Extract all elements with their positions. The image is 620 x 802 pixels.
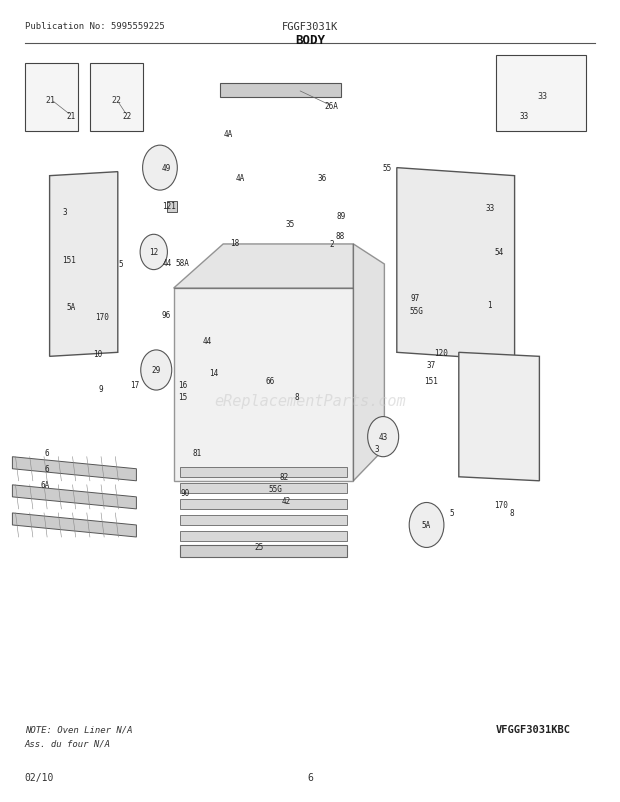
Text: 8: 8: [294, 392, 299, 402]
Text: 55: 55: [383, 164, 392, 173]
Text: 8: 8: [509, 508, 514, 518]
Polygon shape: [50, 172, 118, 357]
Text: 37: 37: [427, 360, 435, 370]
Bar: [220, 83, 341, 98]
Polygon shape: [180, 484, 347, 493]
Text: 12: 12: [149, 248, 158, 257]
Text: 170: 170: [95, 312, 109, 322]
Text: 3: 3: [374, 444, 379, 454]
Text: 6: 6: [44, 464, 49, 474]
Text: 16: 16: [179, 380, 187, 390]
Text: 2: 2: [329, 240, 334, 249]
Text: 33: 33: [485, 204, 494, 213]
Text: 82: 82: [280, 472, 288, 482]
Text: 22: 22: [123, 111, 131, 121]
Text: 97: 97: [411, 294, 420, 303]
Text: 6A: 6A: [40, 480, 49, 490]
Text: 3: 3: [63, 208, 68, 217]
Circle shape: [140, 235, 167, 270]
Text: 21: 21: [67, 111, 76, 121]
Text: 55G: 55G: [410, 306, 423, 316]
Text: 96: 96: [162, 310, 170, 320]
Text: 02/10: 02/10: [25, 772, 54, 782]
Text: 29: 29: [152, 366, 161, 375]
Polygon shape: [459, 353, 539, 481]
Text: 5A: 5A: [422, 520, 431, 530]
Polygon shape: [174, 289, 353, 481]
Text: 44: 44: [163, 258, 172, 268]
Text: FGGF3031K: FGGF3031K: [282, 22, 338, 32]
Text: 55G: 55G: [269, 484, 283, 494]
Text: 21: 21: [46, 95, 56, 105]
Text: 5: 5: [118, 260, 123, 269]
Polygon shape: [12, 513, 136, 537]
Text: 90: 90: [180, 488, 189, 498]
Polygon shape: [180, 532, 347, 541]
Text: 151: 151: [63, 256, 76, 265]
Text: 10: 10: [94, 350, 102, 359]
Polygon shape: [353, 245, 384, 481]
Polygon shape: [12, 457, 136, 481]
Text: 18: 18: [230, 238, 239, 248]
Text: 81: 81: [193, 448, 202, 458]
Text: 9: 9: [98, 384, 103, 394]
Text: 121: 121: [162, 201, 175, 211]
Text: 5A: 5A: [67, 302, 76, 312]
Text: 36: 36: [318, 173, 327, 183]
Circle shape: [368, 417, 399, 457]
Text: 15: 15: [179, 392, 187, 402]
Polygon shape: [180, 516, 347, 525]
Text: 25: 25: [255, 542, 264, 552]
Text: 22: 22: [112, 95, 122, 105]
Bar: [90, 64, 143, 132]
Polygon shape: [12, 485, 136, 509]
Text: 5: 5: [449, 508, 454, 518]
Text: 88: 88: [335, 232, 344, 241]
Text: 1: 1: [487, 300, 492, 310]
Text: 151: 151: [424, 376, 438, 386]
Text: Ass. du four N/A: Ass. du four N/A: [25, 739, 111, 747]
Text: Publication No: 5995559225: Publication No: 5995559225: [25, 22, 164, 31]
Text: NOTE: Oven Liner N/A: NOTE: Oven Liner N/A: [25, 725, 132, 734]
Text: eReplacementParts.com: eReplacementParts.com: [214, 394, 406, 408]
Text: 66: 66: [265, 376, 274, 386]
Text: 43: 43: [379, 432, 388, 442]
Text: 33: 33: [538, 91, 547, 101]
Text: 120: 120: [435, 348, 448, 358]
Text: 170: 170: [494, 500, 508, 510]
Text: 4A: 4A: [224, 130, 232, 140]
Circle shape: [409, 503, 444, 548]
Text: 6: 6: [44, 448, 49, 458]
Circle shape: [143, 146, 177, 191]
Text: 35: 35: [286, 220, 294, 229]
Text: 26A: 26A: [325, 102, 339, 111]
Polygon shape: [180, 500, 347, 509]
Polygon shape: [167, 202, 177, 213]
Text: 42: 42: [282, 496, 291, 506]
Text: 6: 6: [307, 772, 313, 782]
Polygon shape: [180, 468, 347, 477]
Polygon shape: [180, 545, 347, 557]
Text: 33: 33: [520, 111, 528, 121]
Circle shape: [141, 350, 172, 391]
Text: 54: 54: [495, 248, 503, 257]
Text: BODY: BODY: [295, 34, 325, 47]
Text: 89: 89: [337, 212, 345, 221]
Text: 58A: 58A: [176, 258, 190, 268]
Bar: [496, 56, 586, 132]
Text: VFGGF3031KBC: VFGGF3031KBC: [495, 724, 570, 734]
Bar: [25, 64, 78, 132]
Text: 44: 44: [203, 336, 212, 346]
Text: 49: 49: [162, 164, 170, 173]
Polygon shape: [397, 168, 515, 361]
Text: 14: 14: [210, 368, 218, 378]
Text: 17: 17: [131, 380, 140, 390]
Text: 4A: 4A: [236, 173, 245, 183]
Polygon shape: [174, 245, 353, 289]
